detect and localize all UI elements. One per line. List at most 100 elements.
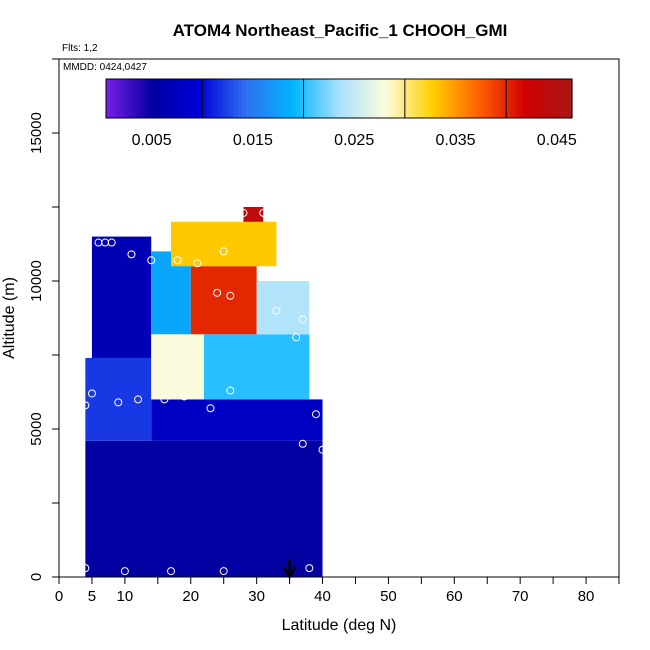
- colorbar-segment: [381, 79, 387, 118]
- colorbar-segment: [214, 79, 220, 118]
- y-axis-label: Altitude (m): [1, 277, 18, 359]
- colorbar-segment: [540, 79, 546, 118]
- observation-point: [292, 333, 301, 342]
- heatmap-cell: [243, 207, 264, 222]
- colorbar-segment: [482, 79, 488, 118]
- colorbar-segment: [401, 79, 406, 118]
- observation-point: [305, 564, 314, 573]
- heatmap-cell: [85, 357, 152, 441]
- colorbar-segment: [451, 79, 457, 118]
- colorbar-segment: [366, 79, 371, 118]
- colorbar-segment: [257, 79, 262, 118]
- observation-point: [219, 567, 228, 576]
- colorbar-segment: [133, 79, 138, 118]
- colorbar-tick-label: 0.025: [334, 132, 374, 149]
- observation-point: [311, 321, 320, 330]
- observation-point: [81, 564, 90, 573]
- colorbar-segment: [537, 79, 542, 118]
- colorbar-segment: [486, 79, 492, 118]
- colorbar-segment: [265, 79, 270, 118]
- observation-point: [318, 445, 327, 454]
- observation-point: [160, 395, 169, 404]
- colorbar-frame: [105, 78, 573, 119]
- colorbar-segment: [292, 79, 297, 118]
- flights-label: Flts: 1,2: [62, 43, 98, 54]
- colorbar-segment: [222, 79, 227, 118]
- colorbar-segment: [342, 79, 348, 118]
- colorbar-segment: [144, 79, 150, 118]
- y-tick-label: 0: [28, 573, 45, 581]
- colorbar-segment: [412, 79, 418, 118]
- y-axis: 0 5000 10000 15000: [28, 58, 59, 581]
- colorbar-segment: [319, 79, 325, 118]
- colorbar-segment: [253, 79, 259, 118]
- x-tick-label: 70: [512, 588, 529, 605]
- x-tick-label: 20: [182, 588, 199, 605]
- colorbar-segment: [521, 79, 526, 118]
- colorbar-segment: [249, 79, 255, 118]
- colorbar-segment: [230, 79, 235, 118]
- colorbar-segment: [389, 79, 394, 118]
- colorbar-segment: [408, 79, 414, 118]
- colorbar-segment: [416, 79, 422, 118]
- heatmap-cell: [85, 440, 323, 577]
- observation-point: [180, 392, 189, 401]
- colorbar-segment: [156, 79, 161, 118]
- colorbar-segment: [304, 79, 309, 118]
- colorbar-segment: [125, 79, 130, 118]
- colorbar-segment: [385, 79, 391, 118]
- y-tick-label: 15000: [28, 112, 45, 154]
- colorbar-segment: [354, 79, 360, 118]
- observation-point: [259, 208, 268, 217]
- colorbar-segment: [346, 79, 352, 118]
- colorbar-segment: [420, 79, 426, 118]
- colorbar-segment: [474, 79, 480, 118]
- colorbar-segment: [428, 79, 433, 118]
- plot-area: [81, 207, 327, 580]
- colorbar-segment: [238, 79, 243, 118]
- colorbar-segment: [568, 79, 573, 118]
- colorbar-segment: [564, 79, 569, 118]
- colorbar-segment: [447, 79, 453, 118]
- colorbar-segment: [335, 79, 340, 118]
- colorbar-segment: [467, 79, 472, 118]
- colorbar-segment: [502, 79, 507, 118]
- colorbar-tick-label: 0.015: [233, 132, 273, 149]
- colorbar-segment: [199, 79, 204, 118]
- observation-point: [87, 389, 96, 398]
- colorbar-segment: [164, 79, 169, 118]
- colorbar-segment: [191, 79, 196, 118]
- colorbar-segment: [183, 79, 189, 118]
- colorbar-segment: [148, 79, 154, 118]
- observation-point: [311, 410, 320, 419]
- colorbar-segment: [168, 79, 173, 118]
- colorbar-segment: [552, 79, 558, 118]
- heatmap-cell: [91, 236, 152, 358]
- colorbar-segment: [109, 79, 115, 118]
- colorbar-segment: [358, 79, 363, 118]
- observation-point: [167, 567, 175, 576]
- observation-point: [226, 291, 235, 300]
- colorbar-segment: [280, 79, 286, 118]
- x-tick-label: 30: [248, 588, 265, 605]
- colorbar-segment: [544, 79, 550, 118]
- colorbar-segment: [175, 79, 181, 118]
- x-axis: 0 5 10 20 30 40 50 60 70 80: [55, 577, 620, 605]
- x-tick-label: 40: [314, 588, 331, 605]
- observation-point: [81, 401, 90, 410]
- colorbar-segment: [490, 79, 495, 118]
- observation-point: [213, 288, 222, 297]
- observation-point: [120, 567, 129, 576]
- colorbar-segment: [548, 79, 554, 118]
- observation-point: [114, 398, 123, 407]
- colorbar-segment: [443, 79, 449, 118]
- colorbar-segment: [350, 79, 356, 118]
- colorbar-segment: [436, 79, 441, 118]
- colorbar-segment: [494, 79, 499, 118]
- colorbar-segment: [362, 79, 367, 118]
- colorbar-segment: [529, 79, 534, 118]
- colorbar-segment: [478, 79, 484, 118]
- colorbar-segment: [241, 79, 247, 118]
- colorbar-segment: [339, 79, 344, 118]
